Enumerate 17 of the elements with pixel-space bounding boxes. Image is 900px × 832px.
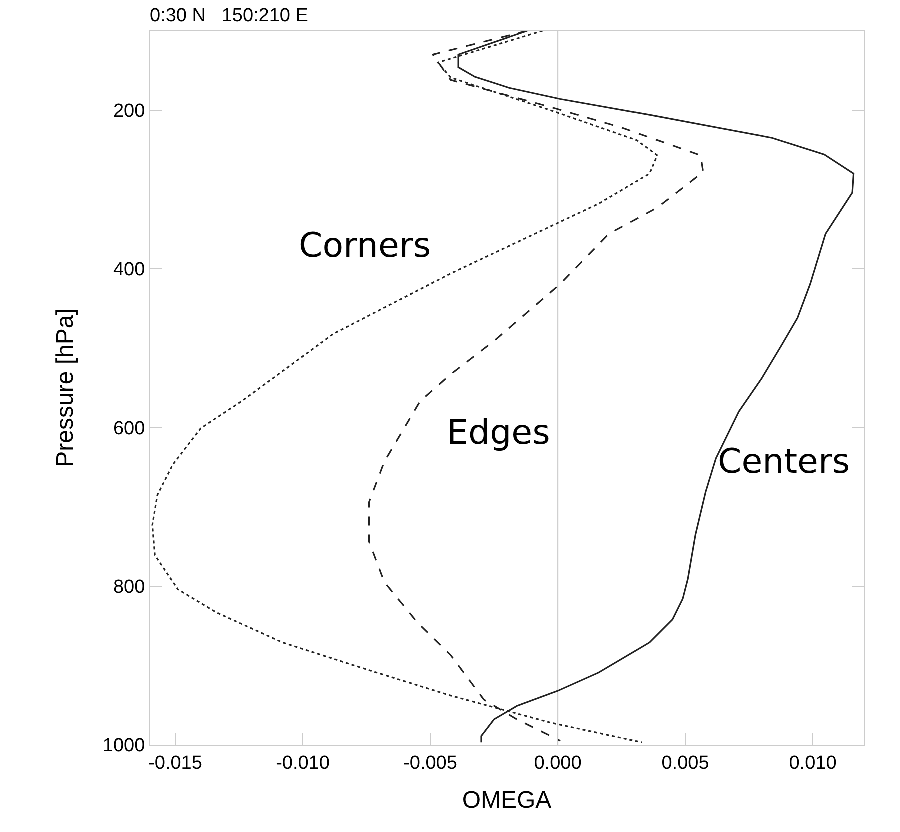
series-label: Edges xyxy=(447,413,550,453)
y-tick-label: 800 xyxy=(113,576,146,598)
y-tick-label: 200 xyxy=(113,100,146,122)
y-tick-label: 1000 xyxy=(102,736,146,757)
x-tick-label: -0.010 xyxy=(276,752,330,774)
x-tick-label: 0.000 xyxy=(534,752,582,774)
series-label: Centers xyxy=(718,442,850,482)
x-tick-label: 0.010 xyxy=(789,752,837,774)
series-label: Corners xyxy=(299,226,432,266)
chart-title: 0:30 N 150:210 E xyxy=(150,6,308,27)
y-tick-label: 600 xyxy=(113,418,146,440)
y-axis-title: Pressure [hPa] xyxy=(52,308,80,468)
x-tick-label: -0.005 xyxy=(404,752,458,774)
y-tick-label: 400 xyxy=(113,260,146,281)
x-tick-label: -0.015 xyxy=(148,752,202,774)
x-axis-title: OMEGA xyxy=(462,787,552,814)
x-tick-label: 0.005 xyxy=(662,752,710,774)
